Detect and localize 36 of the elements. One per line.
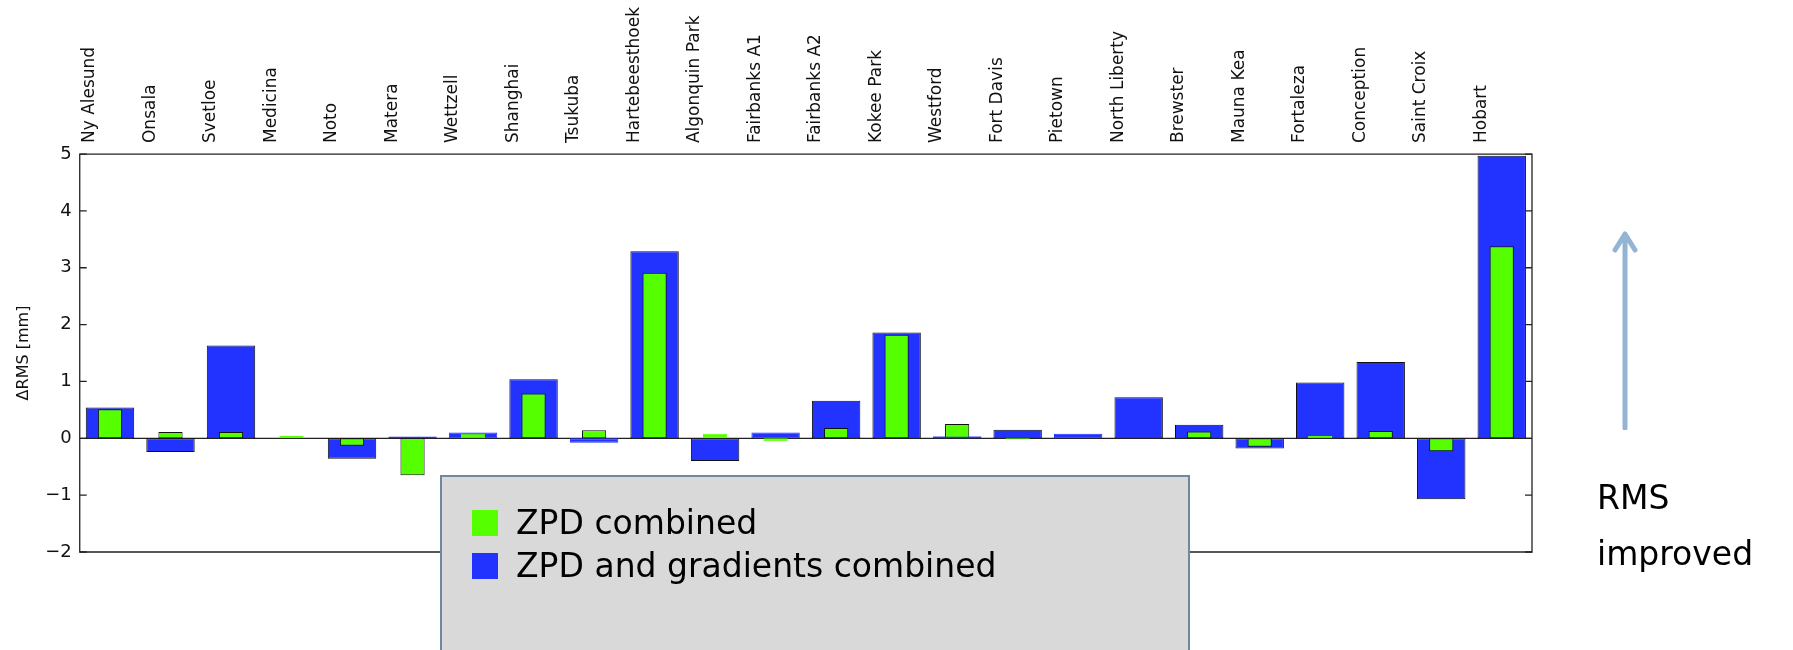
y-tick-label: −1 (45, 482, 72, 504)
x-tick-label: Svetloe (199, 79, 220, 144)
x-tick-label: Fairbanks A2 (804, 34, 825, 144)
y-tick-label: 2 (60, 312, 72, 334)
x-tick-label: Mauna Kea (1227, 49, 1248, 144)
x-tick-label: Medicina (259, 67, 280, 144)
y-tick-label: −2 (45, 539, 72, 561)
x-tick-label: North Liberty (1106, 30, 1127, 144)
x-tick-label: Hartebeesthoek (622, 6, 643, 144)
legend-label: ZPD combined (516, 503, 758, 542)
x-tick-label: Brewster (1167, 67, 1188, 144)
x-tick-label: Ny Alesund (78, 46, 99, 144)
x-tick-label: Wettzell (441, 74, 462, 144)
text: RMS improved (1597, 477, 1755, 575)
y-tick-label: 4 (60, 198, 72, 220)
y-tick-label: 3 (60, 255, 72, 277)
x-tick-label: Fortaleza (1288, 64, 1309, 144)
x-tick-label: Noto (320, 102, 341, 144)
x-tick-label: Saint Croix (1409, 50, 1430, 144)
x-tick-label: Kokee Park (864, 49, 885, 144)
x-tick-label: Algonquin Park (683, 15, 704, 144)
y-tick-label: 5 (60, 141, 72, 163)
x-tick-label: Fort Davis (985, 57, 1006, 144)
y-axis-title: ΔRMS [mm] (12, 305, 32, 401)
x-tick-label: Shanghai (501, 63, 522, 144)
y-tick-label: 1 (60, 369, 72, 391)
legend-label: ZPD and gradients combined (516, 546, 997, 585)
x-tick-label: Onsala (138, 84, 159, 144)
x-tick-label: Matera (380, 83, 401, 144)
x-tick-label: Fairbanks A1 (743, 34, 764, 144)
x-tick-label: Hobart (1469, 84, 1490, 144)
x-tick-label: Tsukuba (562, 74, 583, 145)
x-tick-label: Conception (1348, 46, 1369, 144)
x-tick-label: Pietown (1046, 76, 1067, 144)
x-tick-label: Westford (925, 67, 946, 144)
y-tick-label: 0 (60, 425, 72, 447)
